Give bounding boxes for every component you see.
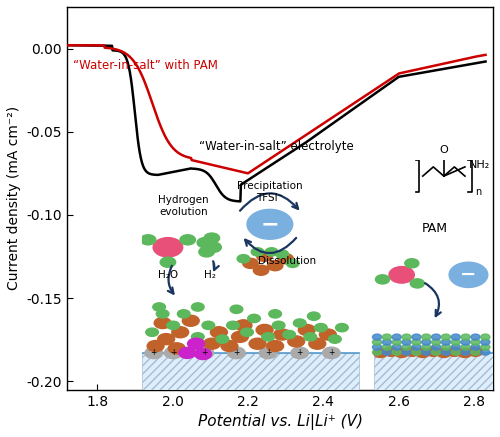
Y-axis label: Current density (mA cm⁻²): Current density (mA cm⁻²)	[7, 106, 21, 290]
Text: “Water-in-salt” electrolyte: “Water-in-salt” electrolyte	[199, 140, 354, 153]
Text: “Water-in-salt” with PAM: “Water-in-salt” with PAM	[72, 59, 218, 72]
X-axis label: Potential vs. Li|Li⁺ (V): Potential vs. Li|Li⁺ (V)	[198, 414, 362, 430]
